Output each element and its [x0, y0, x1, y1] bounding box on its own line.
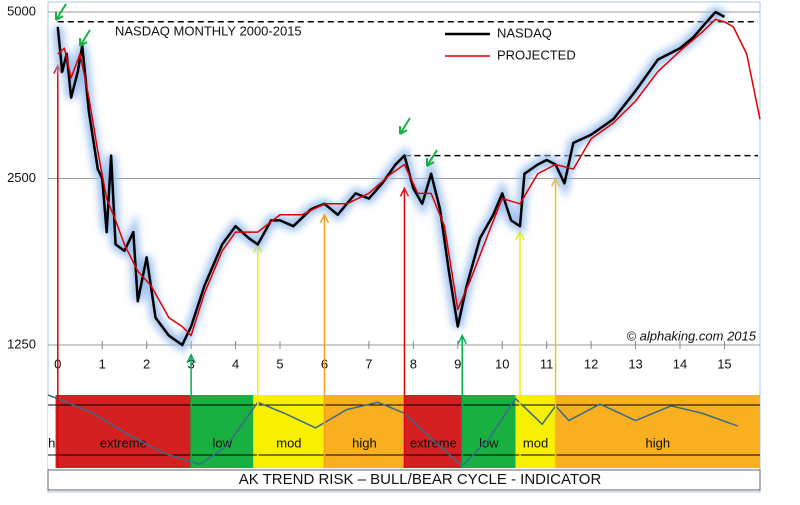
x-tick-label: 11	[540, 356, 554, 371]
indicator-title-bar	[47, 469, 761, 491]
series-line	[57, 18, 761, 337]
x-tick-label: 14	[673, 356, 687, 371]
series-line	[56, 10, 726, 347]
arrow	[55, 3, 67, 21]
zone	[253, 395, 325, 468]
indicator-title: AK TREND RISK – BULL/BEAR CYCLE - INDICA…	[239, 471, 602, 488]
x-tick-label: 10	[495, 356, 509, 371]
zone-label: mod	[276, 435, 301, 450]
zone	[191, 395, 254, 468]
x-tick-label: 2	[143, 356, 150, 371]
x-tick-label: 12	[584, 356, 598, 371]
zone	[404, 395, 463, 468]
x-tick-label: 15	[717, 356, 731, 371]
zone-label: h	[48, 435, 55, 450]
arrow	[399, 117, 411, 135]
signal-arrowhead	[399, 186, 410, 197]
y-tick-label: 1250	[7, 336, 36, 351]
zone	[462, 395, 516, 468]
zone-label: high	[645, 435, 670, 450]
x-tick-label: 5	[276, 356, 283, 371]
x-tick-label: 13	[628, 356, 642, 371]
y-tick-label: 5000	[7, 3, 36, 18]
peak-arrows	[55, 3, 438, 167]
zone-label: low	[212, 435, 232, 450]
legend-label: NASDAQ	[497, 25, 552, 40]
chart-title: NASDAQ MONTHLY 2000-2015	[115, 23, 302, 38]
x-tick-label: 9	[454, 356, 461, 371]
zone-label: low	[479, 435, 499, 450]
x-tick-label: 7	[365, 356, 372, 371]
legend-label: PROJECTED	[497, 47, 576, 62]
zone-label: high	[352, 435, 377, 450]
signal-arrowhead	[186, 353, 196, 364]
x-tick-label: 8	[410, 356, 417, 371]
zone-label: extreme	[100, 435, 147, 450]
x-tick-label: 1	[99, 356, 106, 371]
signal-arrowhead	[457, 333, 467, 344]
signal-arrowhead	[319, 213, 330, 224]
credit: © alphaking.com 2015	[626, 328, 756, 343]
zone	[555, 395, 760, 468]
arrow	[426, 149, 438, 167]
zone-label: mod	[523, 435, 548, 450]
zone	[515, 395, 556, 468]
signal-arrowhead	[550, 176, 561, 187]
x-tick-label: 4	[232, 356, 239, 371]
arrow	[79, 29, 91, 47]
zone-label: extreme	[410, 435, 457, 450]
zone	[48, 395, 56, 468]
y-tick-label: 2500	[7, 170, 36, 185]
